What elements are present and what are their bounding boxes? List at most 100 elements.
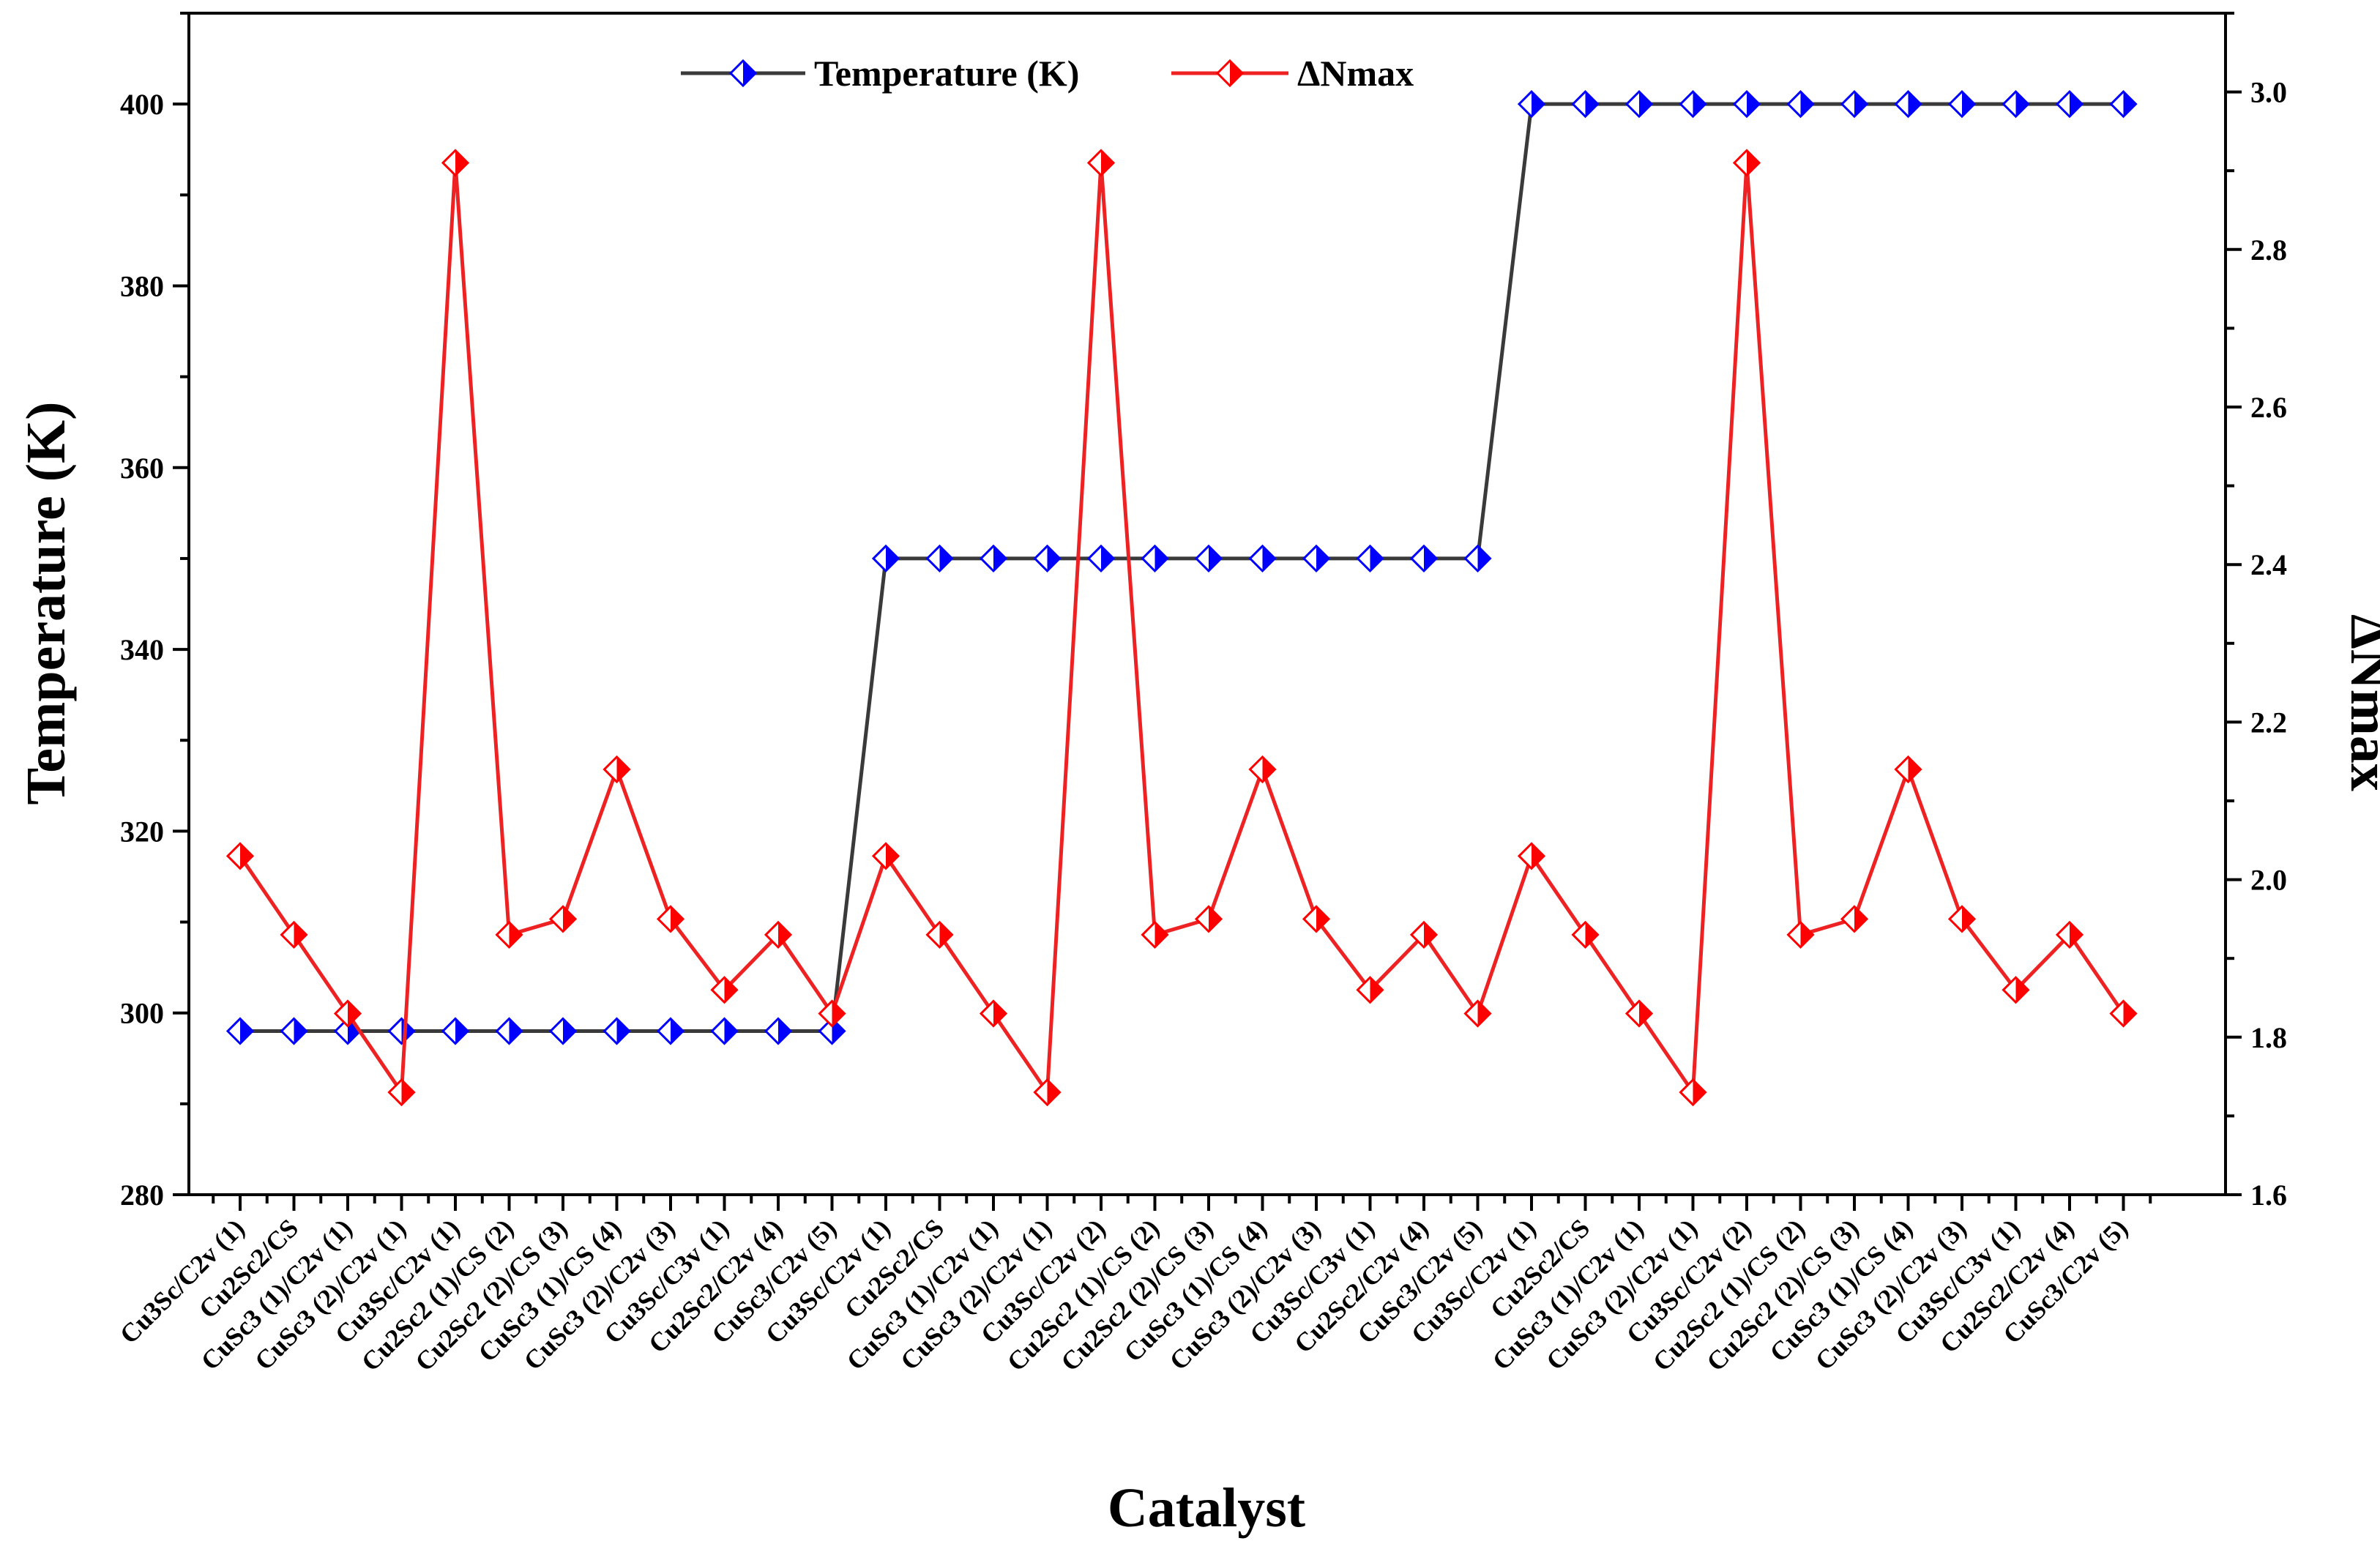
data-point	[1517, 90, 1546, 119]
y-tick-label: 400	[120, 88, 164, 121]
marker-fill	[743, 61, 756, 86]
data-point	[333, 999, 362, 1028]
data-point	[603, 755, 631, 784]
marker-fill	[348, 1018, 360, 1044]
marker-fill	[1316, 545, 1329, 571]
marker-fill	[1101, 545, 1113, 571]
data-point	[1624, 999, 1654, 1028]
y2-tick-label: 2.4	[2250, 548, 2287, 581]
data-point	[1302, 905, 1331, 933]
data-point	[925, 920, 954, 949]
data-point	[1356, 976, 1384, 1004]
marker-fill	[1477, 1001, 1491, 1026]
marker-fill	[1424, 922, 1436, 947]
marker-fill	[1639, 92, 1652, 117]
data-point	[495, 1017, 523, 1045]
marker-fill	[1962, 92, 1974, 117]
marker-fill	[240, 843, 253, 869]
marker-fill	[1370, 545, 1383, 571]
marker-fill	[1854, 92, 1867, 117]
marker-fill	[1800, 922, 1813, 947]
marker-fill	[455, 1018, 468, 1044]
legend-marker-shape	[1215, 59, 1245, 88]
data-point	[225, 842, 255, 870]
marker-fill	[509, 922, 522, 947]
data-point	[1947, 905, 1977, 933]
marker-fill	[1230, 61, 1242, 86]
data-point	[979, 544, 1008, 573]
legend-label-delta-nmax: ΔNmax	[1297, 53, 1414, 94]
data-point	[495, 920, 523, 949]
y-tick-label: 320	[120, 815, 164, 848]
data-point	[1356, 544, 1384, 573]
marker-fill	[1209, 545, 1221, 571]
legend: Temperature (K) ΔNmax	[681, 53, 1414, 94]
data-point	[225, 1017, 255, 1045]
marker-fill	[724, 1018, 737, 1044]
marker-fill	[1639, 1001, 1652, 1026]
y2-tick-label: 2.6	[2250, 391, 2287, 424]
data-point	[1732, 90, 1761, 119]
y2-tick-label: 1.6	[2250, 1179, 2287, 1212]
marker-fill	[348, 1001, 360, 1026]
data-point	[764, 1017, 793, 1045]
marker-fill	[886, 545, 898, 571]
data-point	[387, 1017, 416, 1045]
marker-fill	[1962, 906, 1974, 932]
x-axis-title: Catalyst	[1108, 1477, 1305, 1539]
y-tick-label: 360	[120, 452, 164, 485]
marker-fill	[832, 1001, 845, 1026]
y-tick-label: 380	[120, 269, 164, 302]
data-point	[925, 544, 954, 573]
legend-label-temperature: Temperature (K)	[814, 53, 1079, 94]
marker-fill	[778, 922, 791, 947]
marker-fill	[563, 1018, 575, 1044]
marker-fill	[939, 922, 952, 947]
marker-fill	[294, 1018, 307, 1044]
marker-fill	[1532, 92, 1544, 117]
data-point	[1947, 90, 1977, 119]
y2-axis-title: ΔNmax	[2339, 614, 2380, 791]
y2-tick-label: 2.8	[2250, 234, 2287, 266]
marker-fill	[401, 1080, 414, 1105]
data-point	[1571, 90, 1600, 119]
data-point	[1463, 544, 1492, 573]
data-point	[441, 149, 470, 177]
data-point	[710, 976, 739, 1004]
marker-fill	[1047, 1080, 1060, 1105]
marker-fill	[1693, 1080, 1706, 1105]
marker-fill	[616, 756, 630, 782]
data-point	[871, 544, 900, 573]
marker-fill	[832, 1018, 845, 1044]
series-line	[240, 102, 2124, 1034]
data-point	[2109, 90, 2138, 119]
data-point	[280, 920, 308, 949]
data-point	[1786, 90, 1815, 119]
plot-frame	[187, 12, 2227, 1196]
marker-fill	[2015, 92, 2029, 117]
data-point	[1732, 149, 1761, 177]
data-point	[818, 999, 846, 1028]
data-point	[1086, 149, 1116, 177]
marker-fill	[1908, 92, 1921, 117]
series-temperature	[225, 90, 2138, 1045]
data-point	[1786, 920, 1815, 949]
legend-marker-shape	[728, 59, 758, 88]
data-point	[1248, 544, 1277, 573]
data-point	[603, 1017, 631, 1045]
data-point	[979, 999, 1008, 1028]
data-point	[2109, 999, 2138, 1028]
marker-fill	[2070, 92, 2082, 117]
data-point	[441, 1017, 470, 1045]
marker-fill	[1532, 843, 1544, 869]
data-point	[2055, 90, 2084, 119]
plot-border	[187, 12, 2227, 1196]
y-tick-label: 300	[120, 997, 164, 1030]
marker-fill	[724, 977, 737, 1003]
data-point	[1248, 755, 1277, 784]
data-point	[1679, 90, 1707, 119]
data-point	[871, 842, 900, 870]
marker-fill	[1747, 150, 1759, 176]
marker-fill	[1747, 92, 1759, 117]
data-point	[280, 1017, 308, 1045]
